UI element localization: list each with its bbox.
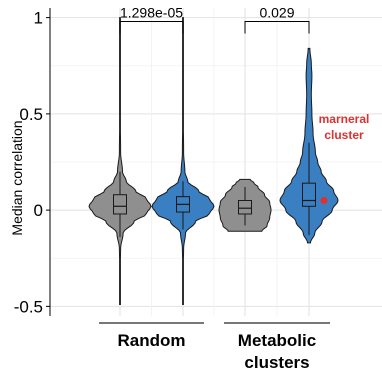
highlight-label-line: marneral: [319, 112, 370, 126]
group: Metabolic clusters: [224, 322, 330, 372]
y-tick-label: -0.5: [14, 297, 43, 316]
violin-series: [88, 17, 339, 305]
violin-shape: [151, 17, 215, 305]
violin-metabolic-gray: [218, 178, 272, 232]
violin-random-gray: [88, 17, 152, 305]
y-axis-label: Median correlation: [9, 120, 25, 235]
group-label: Metabolic clusters: [238, 331, 316, 372]
y-tick-label: 0: [34, 201, 43, 220]
violin-metabolic-blue: [279, 47, 339, 244]
group: Random: [99, 322, 204, 350]
significance-brackets: 1.298e-05 0.029: [119, 4, 310, 34]
highlight-point: [320, 197, 328, 204]
axes: -0.5 0 0.5 1: [14, 8, 51, 316]
box: [302, 182, 316, 207]
bracket-line: [119, 20, 184, 34]
box: [238, 200, 252, 215]
annotations: marneral cluster: [319, 112, 370, 204]
p-value-label: 1.298e-05: [120, 4, 183, 20]
group-label-line: clusters: [244, 353, 309, 372]
violin-shape: [88, 17, 152, 305]
group-labels: Random Metabolic clusters: [99, 322, 330, 372]
bracket-line: [244, 20, 310, 34]
group-label-line: Metabolic: [238, 331, 316, 350]
p-value-label: 0.029: [259, 4, 294, 20]
highlight-label-line: cluster: [324, 128, 364, 142]
y-tick-label: 0.5: [19, 105, 43, 124]
group-label: Random: [118, 331, 186, 350]
violin-shape: [218, 178, 272, 232]
y-tick-label: 1: [34, 9, 43, 28]
highlight-label: marneral cluster: [319, 112, 370, 142]
comparison-bracket: 0.029: [244, 4, 310, 34]
group-label-line: Random: [118, 331, 186, 350]
box: [113, 194, 127, 215]
comparison-bracket: 1.298e-05: [119, 4, 184, 34]
violin-random-blue: [151, 17, 215, 305]
